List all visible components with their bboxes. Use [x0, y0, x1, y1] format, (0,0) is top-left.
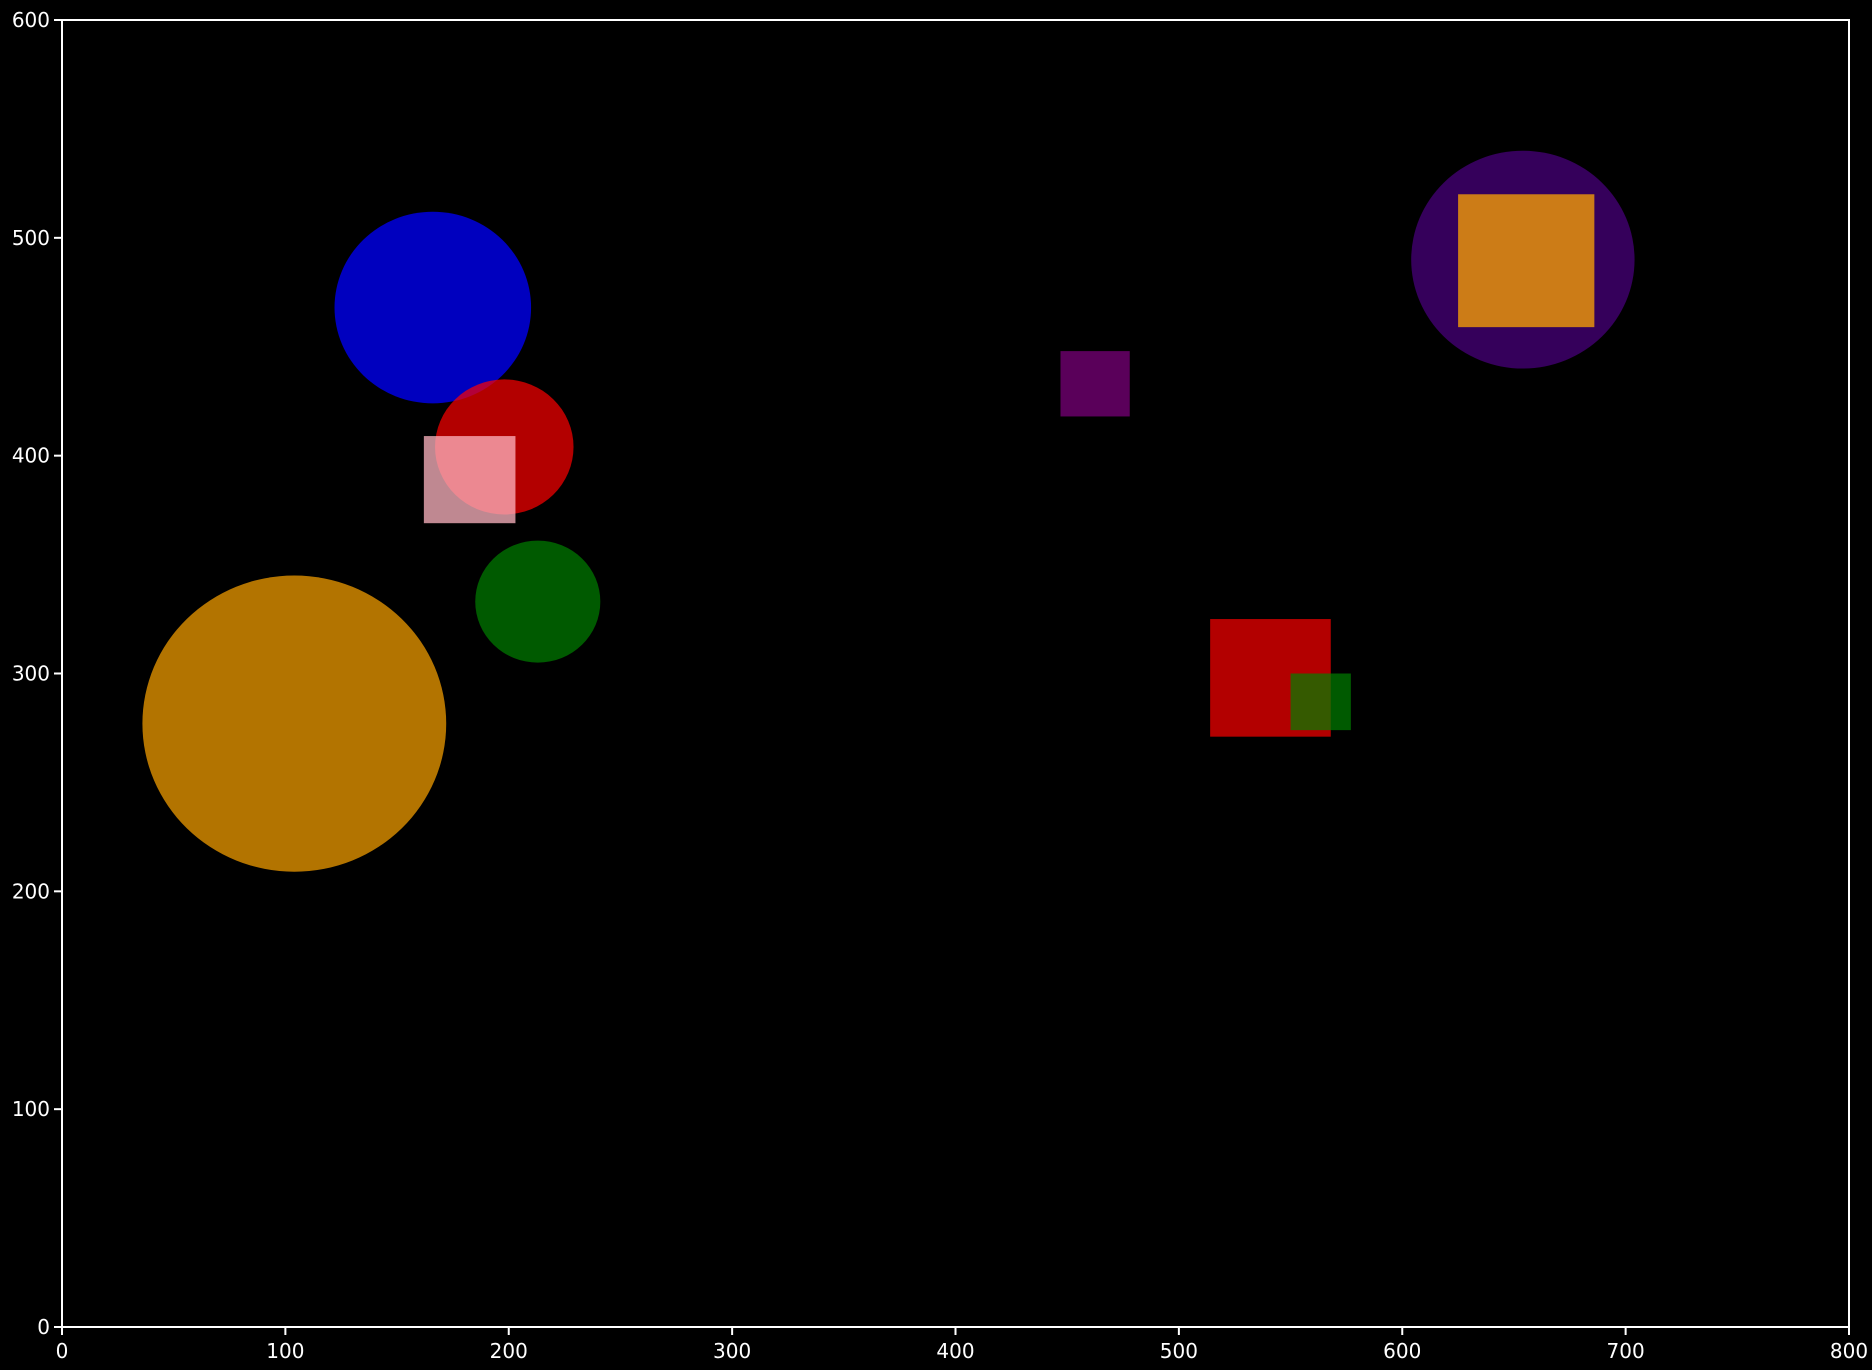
y-axis: 0 100 200 300 400 500 600 — [12, 8, 62, 1339]
y-tick-label: 0 — [37, 1315, 50, 1339]
x-tick-label: 400 — [936, 1339, 974, 1363]
y-tick-label: 500 — [12, 226, 50, 250]
x-tick-label: 0 — [56, 1339, 69, 1363]
y-tick-label: 100 — [12, 1097, 50, 1121]
shape-green-circle — [475, 540, 601, 663]
shape-pink-square — [423, 436, 516, 524]
shape-blue-circle — [334, 211, 532, 404]
x-tick-label: 200 — [490, 1339, 528, 1363]
y-tick-label: 600 — [12, 8, 50, 32]
shapes-layer — [142, 150, 1635, 872]
shape-purple-square — [1060, 351, 1130, 417]
y-tick-label: 300 — [12, 662, 50, 686]
x-tick-label: 300 — [713, 1339, 751, 1363]
x-tick-label: 700 — [1607, 1339, 1645, 1363]
shape-orange-square — [1458, 194, 1595, 328]
x-tick-label: 800 — [1830, 1339, 1868, 1363]
x-tick-label: 600 — [1383, 1339, 1421, 1363]
shape-orange-circle — [142, 575, 447, 872]
x-axis: 0 100 200 300 400 500 600 700 800 — [56, 1327, 1868, 1363]
x-tick-label: 100 — [266, 1339, 304, 1363]
shape-green-square — [1290, 673, 1351, 731]
y-tick-label: 400 — [12, 444, 50, 468]
x-tick-label: 500 — [1160, 1339, 1198, 1363]
y-tick-label: 200 — [12, 879, 50, 903]
